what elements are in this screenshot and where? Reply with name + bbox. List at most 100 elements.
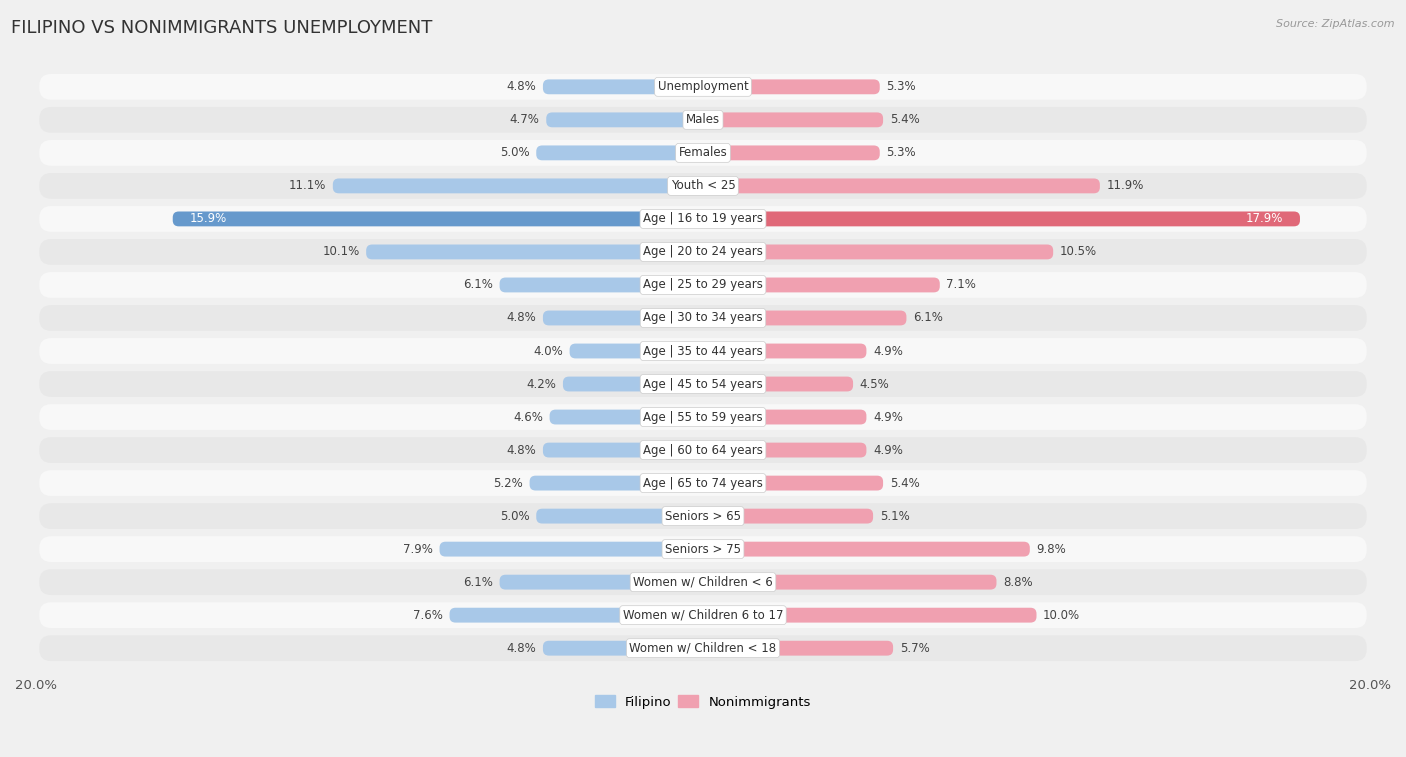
Text: Age | 30 to 34 years: Age | 30 to 34 years: [643, 311, 763, 325]
FancyBboxPatch shape: [450, 608, 703, 622]
FancyBboxPatch shape: [703, 145, 880, 160]
FancyBboxPatch shape: [543, 640, 703, 656]
FancyBboxPatch shape: [366, 245, 703, 260]
Text: Women w/ Children 6 to 17: Women w/ Children 6 to 17: [623, 609, 783, 621]
FancyBboxPatch shape: [39, 173, 1367, 199]
Text: 8.8%: 8.8%: [1002, 575, 1033, 589]
FancyBboxPatch shape: [39, 305, 1367, 331]
FancyBboxPatch shape: [703, 310, 907, 326]
FancyBboxPatch shape: [499, 575, 703, 590]
FancyBboxPatch shape: [39, 338, 1367, 364]
FancyBboxPatch shape: [703, 608, 1036, 622]
Text: Youth < 25: Youth < 25: [671, 179, 735, 192]
FancyBboxPatch shape: [543, 443, 703, 457]
FancyBboxPatch shape: [333, 179, 703, 193]
Text: 5.0%: 5.0%: [501, 509, 530, 522]
Text: 11.9%: 11.9%: [1107, 179, 1144, 192]
FancyBboxPatch shape: [703, 79, 880, 95]
Text: Source: ZipAtlas.com: Source: ZipAtlas.com: [1277, 19, 1395, 29]
FancyBboxPatch shape: [39, 140, 1367, 166]
Text: Age | 35 to 44 years: Age | 35 to 44 years: [643, 344, 763, 357]
Text: Women w/ Children < 18: Women w/ Children < 18: [630, 642, 776, 655]
Text: FILIPINO VS NONIMMIGRANTS UNEMPLOYMENT: FILIPINO VS NONIMMIGRANTS UNEMPLOYMENT: [11, 19, 433, 37]
Text: Age | 20 to 24 years: Age | 20 to 24 years: [643, 245, 763, 258]
FancyBboxPatch shape: [543, 79, 703, 95]
FancyBboxPatch shape: [39, 603, 1367, 628]
FancyBboxPatch shape: [703, 245, 1053, 260]
Text: 4.9%: 4.9%: [873, 444, 903, 456]
FancyBboxPatch shape: [703, 475, 883, 491]
Text: 17.9%: 17.9%: [1246, 213, 1284, 226]
FancyBboxPatch shape: [703, 542, 1029, 556]
FancyBboxPatch shape: [703, 211, 1301, 226]
Legend: Filipino, Nonimmigrants: Filipino, Nonimmigrants: [589, 690, 817, 714]
Text: Age | 45 to 54 years: Age | 45 to 54 years: [643, 378, 763, 391]
Text: 15.9%: 15.9%: [190, 213, 226, 226]
Text: 4.5%: 4.5%: [859, 378, 890, 391]
Text: 4.9%: 4.9%: [873, 344, 903, 357]
Text: 10.1%: 10.1%: [322, 245, 360, 258]
FancyBboxPatch shape: [536, 509, 703, 524]
Text: 7.1%: 7.1%: [946, 279, 976, 291]
Text: 10.5%: 10.5%: [1060, 245, 1097, 258]
Text: Age | 16 to 19 years: Age | 16 to 19 years: [643, 213, 763, 226]
FancyBboxPatch shape: [543, 310, 703, 326]
FancyBboxPatch shape: [440, 542, 703, 556]
Text: 4.9%: 4.9%: [873, 410, 903, 423]
FancyBboxPatch shape: [562, 376, 703, 391]
Text: Age | 55 to 59 years: Age | 55 to 59 years: [643, 410, 763, 423]
FancyBboxPatch shape: [703, 376, 853, 391]
Text: 7.9%: 7.9%: [404, 543, 433, 556]
FancyBboxPatch shape: [173, 211, 703, 226]
FancyBboxPatch shape: [703, 278, 939, 292]
FancyBboxPatch shape: [39, 74, 1367, 100]
Text: Age | 60 to 64 years: Age | 60 to 64 years: [643, 444, 763, 456]
FancyBboxPatch shape: [703, 410, 866, 425]
Text: 7.6%: 7.6%: [413, 609, 443, 621]
Text: 4.8%: 4.8%: [506, 444, 536, 456]
Text: 4.6%: 4.6%: [513, 410, 543, 423]
Text: 4.0%: 4.0%: [533, 344, 562, 357]
Text: 5.3%: 5.3%: [886, 146, 917, 160]
FancyBboxPatch shape: [39, 239, 1367, 265]
FancyBboxPatch shape: [547, 113, 703, 127]
FancyBboxPatch shape: [499, 278, 703, 292]
FancyBboxPatch shape: [703, 575, 997, 590]
FancyBboxPatch shape: [703, 509, 873, 524]
FancyBboxPatch shape: [703, 113, 883, 127]
Text: 5.0%: 5.0%: [501, 146, 530, 160]
Text: 5.4%: 5.4%: [890, 114, 920, 126]
FancyBboxPatch shape: [703, 344, 866, 358]
FancyBboxPatch shape: [39, 569, 1367, 595]
Text: 5.1%: 5.1%: [880, 509, 910, 522]
FancyBboxPatch shape: [703, 443, 866, 457]
Text: 4.7%: 4.7%: [510, 114, 540, 126]
Text: 10.0%: 10.0%: [1043, 609, 1080, 621]
Text: 5.2%: 5.2%: [494, 477, 523, 490]
Text: 4.8%: 4.8%: [506, 642, 536, 655]
Text: Seniors > 75: Seniors > 75: [665, 543, 741, 556]
Text: 5.3%: 5.3%: [886, 80, 917, 93]
Text: Age | 65 to 74 years: Age | 65 to 74 years: [643, 477, 763, 490]
FancyBboxPatch shape: [39, 404, 1367, 430]
FancyBboxPatch shape: [703, 640, 893, 656]
FancyBboxPatch shape: [39, 438, 1367, 463]
FancyBboxPatch shape: [569, 344, 703, 358]
Text: 4.8%: 4.8%: [506, 80, 536, 93]
FancyBboxPatch shape: [530, 475, 703, 491]
FancyBboxPatch shape: [39, 107, 1367, 132]
FancyBboxPatch shape: [550, 410, 703, 425]
FancyBboxPatch shape: [703, 179, 1099, 193]
Text: 6.1%: 6.1%: [463, 575, 494, 589]
FancyBboxPatch shape: [39, 635, 1367, 661]
FancyBboxPatch shape: [39, 206, 1367, 232]
Text: 5.4%: 5.4%: [890, 477, 920, 490]
FancyBboxPatch shape: [39, 503, 1367, 529]
FancyBboxPatch shape: [536, 145, 703, 160]
Text: 4.8%: 4.8%: [506, 311, 536, 325]
Text: 11.1%: 11.1%: [288, 179, 326, 192]
FancyBboxPatch shape: [39, 470, 1367, 496]
Text: 4.2%: 4.2%: [526, 378, 557, 391]
Text: Seniors > 65: Seniors > 65: [665, 509, 741, 522]
Text: 9.8%: 9.8%: [1036, 543, 1066, 556]
